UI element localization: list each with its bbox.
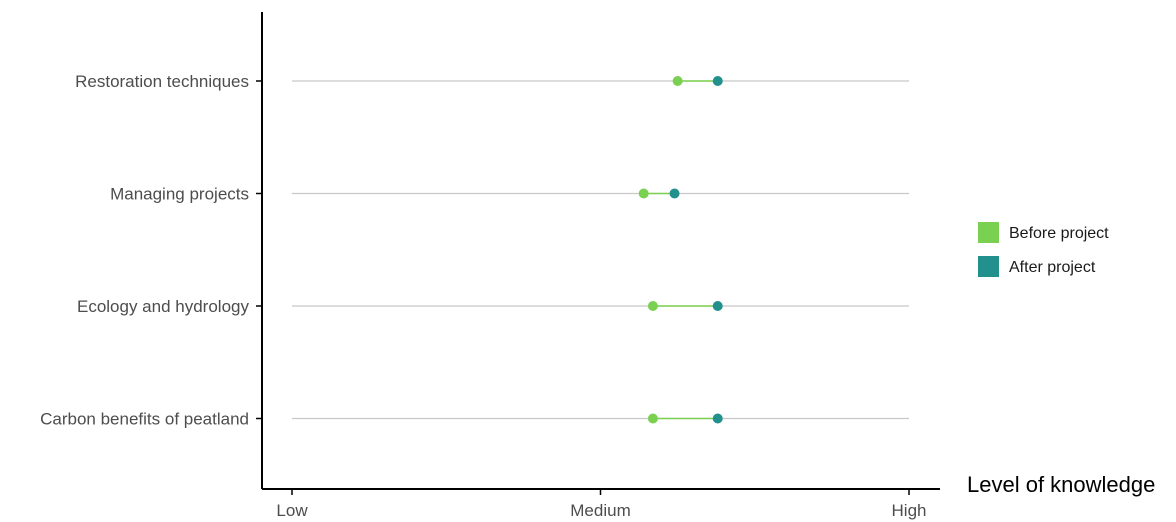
x-axis-title: Level of knowledge [967,472,1155,497]
category-label-carbon-benefits-of-peatland: Carbon benefits of peatland [40,410,249,429]
data-points [638,76,723,424]
point-after-project-managing-projects [669,188,680,199]
legend-swatch-after-project [978,256,999,277]
point-before-project-carbon-benefits-of-peatland [647,413,658,424]
category-labels: Restoration techniques Managing projects E… [40,72,262,429]
point-after-project-carbon-benefits-of-peatland [712,413,723,424]
gridlines [292,80,909,420]
point-before-project-managing-projects [638,188,649,199]
connector-segments [643,80,718,420]
legend-label-after-project: After project [1009,259,1096,276]
legend: Before project After project [978,222,1109,277]
legend-swatch-before-project [978,222,999,243]
category-label-managing-projects: Managing projects [110,185,249,204]
x-axis-ticks: Low Medium High [276,489,926,520]
category-label-ecology-and-hydrology: Ecology and hydrology [77,297,250,316]
x-tick-label-low: Low [276,501,308,520]
point-before-project-restoration-techniques [672,76,683,86]
point-after-project-ecology-and-hydrology [712,301,723,311]
x-tick-label-medium: Medium [570,501,630,520]
category-label-restoration-techniques: Restoration techniques [75,72,249,91]
legend-label-before-project: Before project [1009,225,1109,242]
point-after-project-restoration-techniques [712,76,723,86]
point-before-project-ecology-and-hydrology [647,301,658,311]
x-tick-label-high: High [892,501,927,520]
